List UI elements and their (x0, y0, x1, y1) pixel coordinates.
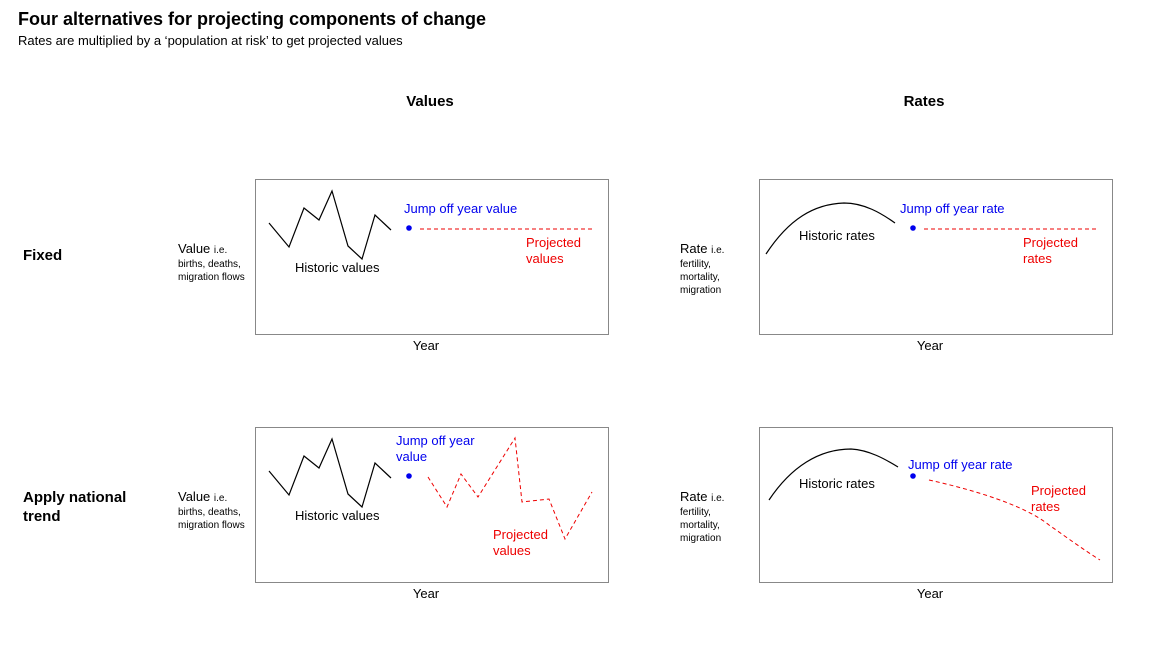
panel-frame (759, 179, 1113, 335)
column-header-rates: Rates (903, 93, 945, 110)
y-label-value-detail-1: births, deaths, (178, 507, 241, 518)
y-label-value-ie: i.e. (213, 493, 228, 504)
row-header-line-2: trend (23, 508, 61, 525)
historic-label: Historic values (295, 508, 380, 523)
x-label-rates-trend: Year (916, 586, 944, 601)
row-header-line-1: Apply national (23, 489, 127, 506)
y-label-value-ie: i.e. (213, 245, 228, 256)
y-label-rate-detail-3: migration (680, 533, 722, 544)
historic-rates-curve (765, 202, 896, 255)
projected-label-line-1: Projected (526, 235, 581, 250)
jump-off-label-line-1: Jump off year (396, 433, 475, 448)
page-subtitle: Rates are multiplied by a ‘population at… (18, 33, 403, 48)
y-label-rate-word: Rate (680, 241, 708, 256)
panel-values-trend: Historic values Jump off year value Proj… (255, 427, 609, 583)
y-label-rate-detail-2: mortality, (680, 272, 720, 283)
jump-off-label-line-2: value (396, 449, 427, 464)
historic-label: Historic rates (799, 228, 875, 243)
historic-label: Historic values (295, 260, 380, 275)
x-label-values-fixed: Year (412, 338, 440, 353)
y-label-rate-detail-3: migration (680, 285, 722, 296)
panel-frame (255, 179, 609, 335)
projected-label-line-1: Projected (493, 527, 548, 542)
y-label-value-word: Value (178, 241, 211, 256)
historic-rates-curve (768, 448, 899, 501)
panel-frame (759, 427, 1113, 583)
y-label-rate-ie: i.e. (711, 493, 725, 504)
projected-label-line-2: values (526, 251, 564, 266)
historic-values-line (268, 189, 392, 261)
y-label-value-detail-2: migration flows (178, 272, 245, 283)
y-label-rate-word: Rate (680, 489, 708, 504)
projected-label-line-2: rates (1031, 499, 1060, 514)
y-label-rate-trend: Rate i.e. fertility, mortality, migratio… (680, 489, 724, 545)
jump-off-label: Jump off year rate (908, 457, 1013, 472)
y-label-rate-ie: i.e. (711, 245, 725, 256)
projected-label-line-1: Projected (1023, 235, 1078, 250)
y-label-rate-detail-2: mortality, (680, 520, 720, 531)
jump-off-point (406, 225, 412, 231)
jump-off-point (910, 473, 916, 479)
y-label-rate-detail-1: fertility, (680, 507, 711, 518)
y-label-value-word: Value (178, 489, 211, 504)
panel-rates-trend: Historic rates Jump off year rate Projec… (759, 427, 1113, 583)
y-label-value-fixed: Value i.e. births, deaths, migration flo… (178, 241, 245, 284)
projected-values-line (427, 436, 593, 541)
historic-label: Historic rates (799, 476, 875, 491)
y-label-value-trend: Value i.e. births, deaths, migration flo… (178, 489, 245, 532)
projected-label-line-2: rates (1023, 251, 1052, 266)
projected-label-line-2: values (493, 543, 531, 558)
projected-rates-curve (928, 479, 1101, 561)
row-header-national-trend: Apply national trend (23, 488, 126, 526)
panel-values-fixed: Historic values Jump off year value Proj… (255, 179, 609, 335)
column-header-values: Values (406, 93, 454, 110)
y-label-rate-fixed: Rate i.e. fertility, mortality, migratio… (680, 241, 724, 297)
y-label-rate-detail-1: fertility, (680, 259, 711, 270)
jump-off-point (406, 473, 412, 479)
page-title: Four alternatives for projecting compone… (18, 9, 487, 29)
panel-frame (255, 427, 609, 583)
row-header-fixed: Fixed (23, 247, 63, 264)
x-label-rates-fixed: Year (916, 338, 944, 353)
jump-off-label: Jump off year value (404, 201, 517, 216)
y-label-value-detail-1: births, deaths, (178, 259, 241, 270)
historic-values-line (268, 437, 392, 509)
x-label-values-trend: Year (412, 586, 440, 601)
panel-rates-fixed: Historic rates Jump off year rate Projec… (759, 179, 1113, 335)
jump-off-point (910, 225, 916, 231)
jump-off-label: Jump off year rate (900, 201, 1005, 216)
y-label-value-detail-2: migration flows (178, 520, 245, 531)
projected-label-line-1: Projected (1031, 483, 1086, 498)
